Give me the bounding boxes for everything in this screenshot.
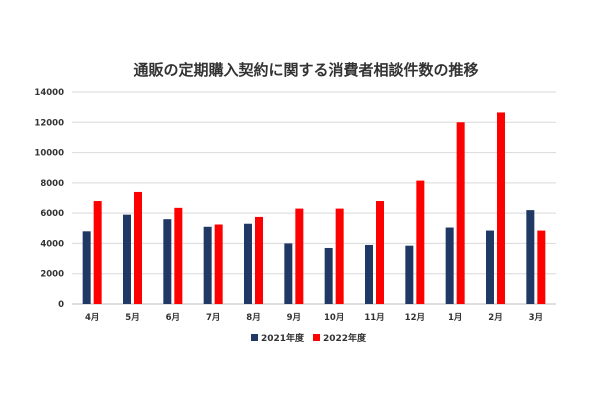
y-tick-label: 4000	[40, 239, 64, 249]
bar-fy2021	[203, 226, 212, 304]
bar-fy2022	[416, 180, 425, 304]
y-tick-label: 10000	[34, 149, 64, 159]
y-tick-label: 6000	[40, 209, 64, 219]
bar-fy2022	[214, 224, 223, 304]
y-tick-label: 12000	[34, 118, 64, 128]
legend-label: 2022年度	[323, 332, 367, 344]
bar-fy2022	[174, 207, 183, 304]
legend-swatch	[313, 334, 320, 341]
bar-fy2021	[82, 231, 91, 304]
bar-fy2022	[134, 191, 142, 304]
x-tick-label: 5月	[125, 313, 139, 323]
bar-fy2022	[497, 112, 505, 304]
x-tick-label: 6月	[166, 313, 180, 323]
bar-fy2021	[365, 244, 373, 304]
legend-label: 2021年度	[261, 332, 305, 344]
x-tick-label: 7月	[206, 313, 220, 323]
bar-fy2021	[445, 227, 454, 304]
x-tick-label: 1月	[448, 313, 462, 323]
bar-fy2021	[324, 247, 333, 304]
bar-fy2022	[93, 201, 102, 304]
bar-fy2021	[486, 230, 494, 304]
chart-title: 通販の定期購入契約に関する消費者相談件数の推移	[133, 61, 478, 79]
x-tick-label: 11月	[364, 313, 384, 323]
bars	[82, 112, 546, 305]
y-axis-ticks: 0 2000 4000 6000 8000 10000 12000 14000	[34, 88, 64, 310]
bar-fy2021	[405, 245, 414, 304]
x-tick-label: 10月	[324, 313, 344, 323]
bar-fy2022	[537, 230, 546, 304]
bar-fy2022	[335, 208, 344, 304]
x-tick-label: 8月	[246, 313, 260, 323]
bar-fy2021	[123, 214, 131, 304]
legend-swatch	[251, 334, 258, 341]
x-axis-ticks: 4月 5月 6月 7月 8月 9月 10月 11月 12月 1月 2月 3月	[85, 313, 543, 323]
bar-fy2021	[284, 243, 293, 304]
bar-fy2022	[255, 216, 263, 304]
x-tick-label: 2月	[488, 313, 502, 323]
bar-fy2021	[244, 223, 252, 304]
x-tick-label: 9月	[287, 313, 301, 323]
gridlines	[72, 91, 556, 305]
bar-fy2021	[163, 219, 172, 304]
x-tick-label: 4月	[85, 313, 99, 323]
bar-fy2022	[295, 208, 304, 304]
x-tick-label: 3月	[529, 313, 543, 323]
y-tick-label: 2000	[40, 270, 64, 280]
bar-fy2022	[456, 122, 465, 305]
bar-fy2022	[376, 201, 384, 304]
y-tick-label: 14000	[34, 88, 64, 98]
x-tick-label: 12月	[405, 313, 425, 323]
y-tick-label: 0	[58, 300, 64, 310]
legend: 2021年度 2022年度	[251, 332, 367, 344]
bar-fy2021	[526, 210, 535, 304]
y-tick-label: 8000	[40, 179, 64, 189]
